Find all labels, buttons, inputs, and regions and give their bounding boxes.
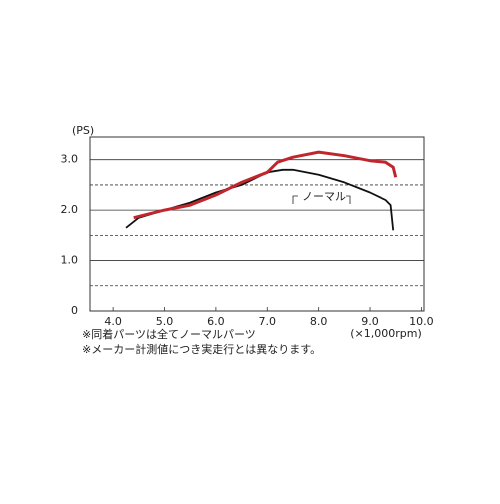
y-tick-label: 2.0 bbox=[61, 203, 79, 216]
x-tick-label: 4.0 bbox=[104, 315, 122, 328]
x-tick-label: 5.0 bbox=[156, 315, 174, 328]
y-tick-label: 1.0 bbox=[61, 254, 79, 267]
y-tick-label: 0 bbox=[71, 304, 78, 317]
x-tick-label: 6.0 bbox=[207, 315, 225, 328]
line-series bbox=[125, 168, 395, 231]
note: ※同着パーツは全てノーマルパーツ bbox=[82, 327, 256, 341]
line-series bbox=[133, 150, 398, 220]
x-tick-label: 7.0 bbox=[259, 315, 277, 328]
annotation: ノーマル bbox=[302, 190, 346, 203]
y-tick-label: 3.0 bbox=[61, 153, 79, 166]
x-axis-label: (×1,000rpm) bbox=[350, 327, 422, 340]
plot-frame bbox=[89, 136, 425, 312]
x-tick-label: 9.0 bbox=[361, 315, 379, 328]
x-tick-label: 10.0 bbox=[409, 315, 434, 328]
annotation-bracket bbox=[292, 195, 351, 204]
y-axis-label: (PS) bbox=[72, 124, 94, 137]
note: ※メーカー計測値につき実走行とは異なります。 bbox=[82, 342, 321, 356]
x-tick-label: 8.0 bbox=[310, 315, 328, 328]
